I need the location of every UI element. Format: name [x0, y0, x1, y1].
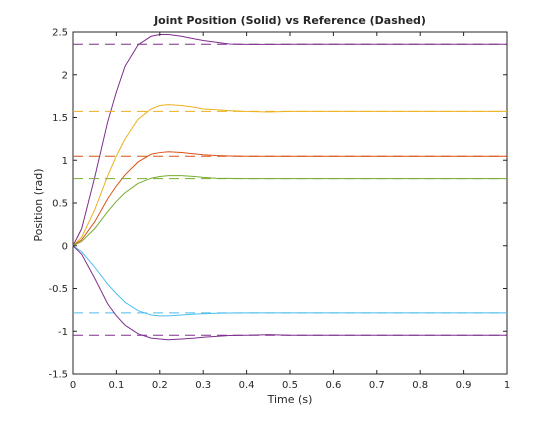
- y-tick-label: 2: [62, 70, 68, 81]
- x-tick-label: 0.9: [456, 380, 472, 391]
- y-tick-label: 2.5: [52, 28, 68, 39]
- series-4: [72, 175, 507, 247]
- y-tick-label: -1: [58, 327, 68, 338]
- series-6: [72, 245, 507, 341]
- series-3: [72, 151, 507, 247]
- series-2: [72, 104, 507, 247]
- x-tick-label: 0: [70, 380, 76, 391]
- y-tick-label: 1.5: [52, 113, 68, 124]
- series-5: [72, 245, 507, 317]
- position-line-5: [72, 245, 507, 317]
- x-tick-label: 0.2: [152, 380, 168, 391]
- y-tick-label: 1: [62, 156, 68, 167]
- x-axis-label: Time (s): [267, 393, 313, 406]
- series-layer: [72, 34, 507, 341]
- plot-background: [73, 32, 507, 374]
- ticks-layer: 0 0.1 0.2 0.3 0.4 0.5 0.6 0.7 0.8 0.9 1 -1.5 -1 -0.5 0…: [48, 28, 510, 392]
- y-tick-label: -0.5: [48, 284, 68, 295]
- x-tick-label: 0.3: [195, 380, 211, 391]
- series-1: [72, 34, 507, 246]
- x-tick-label: 0.6: [325, 380, 341, 391]
- x-tick-label: 0.4: [239, 380, 255, 391]
- position-line-2: [72, 104, 507, 247]
- y-tick-label: 0.5: [52, 199, 68, 210]
- position-line-4: [72, 175, 507, 247]
- x-tick-label: 0.1: [108, 380, 124, 391]
- chart-title: Joint Position (Solid) vs Reference (Das…: [153, 14, 426, 27]
- x-tick-label: 0.7: [369, 380, 385, 391]
- y-axis-label: Position (rad): [32, 168, 45, 241]
- x-tick-label: 0.8: [412, 380, 428, 391]
- y-tick-label: -1.5: [48, 370, 68, 381]
- position-line-1: [72, 34, 507, 246]
- x-tick-label: 1: [504, 380, 510, 391]
- position-line-6: [72, 245, 507, 341]
- y-tick-label: 0: [62, 241, 68, 252]
- x-tick-label: 0.5: [282, 380, 298, 391]
- position-line-3: [72, 151, 507, 247]
- plot-area: [72, 31, 508, 375]
